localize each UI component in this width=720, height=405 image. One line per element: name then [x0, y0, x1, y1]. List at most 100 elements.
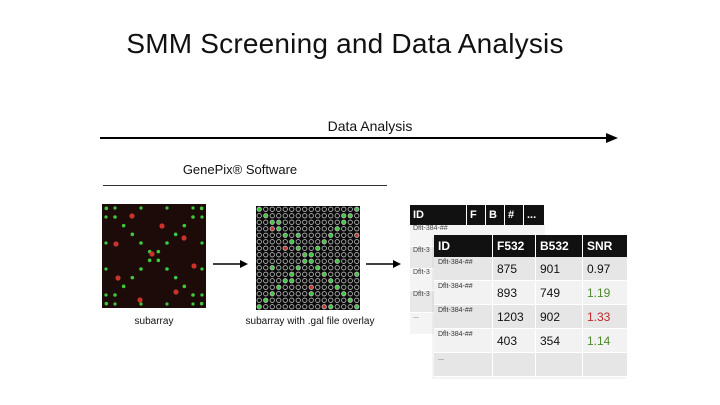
array-spot	[269, 245, 275, 251]
array-spot	[276, 297, 282, 303]
array-spot	[321, 291, 327, 297]
array-spot	[295, 206, 301, 212]
array-spot	[147, 258, 152, 263]
array-spot	[302, 271, 308, 277]
array-spot	[104, 241, 108, 245]
data-analysis-label: Data Analysis	[327, 118, 413, 134]
array-spot	[256, 284, 262, 290]
array-spot	[328, 239, 334, 245]
array-spot	[341, 232, 347, 238]
array-spot	[321, 278, 327, 284]
array-spot	[334, 219, 340, 225]
array-spot	[334, 284, 340, 290]
array-spot	[315, 271, 321, 277]
array-spot	[269, 213, 275, 219]
array-spot	[289, 271, 295, 277]
array-spot	[308, 232, 314, 238]
array-spot	[308, 304, 314, 310]
slide-title: SMM Screening and Data Analysis	[126, 28, 564, 59]
array-spot	[256, 297, 262, 303]
array-spot	[302, 226, 308, 232]
array-spot	[276, 265, 282, 271]
overlay-image	[256, 206, 360, 310]
array-spot	[104, 293, 108, 297]
array-spot	[276, 304, 282, 310]
array-spot	[328, 206, 334, 212]
array-spot	[295, 297, 301, 303]
array-spot	[256, 226, 262, 232]
array-spot	[328, 265, 334, 271]
array-spot	[282, 206, 288, 212]
row-id: Dflt-384-##	[434, 328, 493, 353]
array-spot	[282, 258, 288, 264]
array-spot	[282, 278, 288, 284]
array-spot	[321, 284, 327, 290]
back-header-b: B	[485, 205, 505, 225]
array-spot	[269, 258, 275, 264]
array-spot	[269, 239, 275, 245]
array-spot	[354, 213, 360, 219]
row-id: Dflt-384-##	[434, 280, 493, 305]
array-spot	[321, 232, 327, 238]
table-row: ...	[434, 352, 628, 377]
array-spot	[289, 258, 295, 264]
back-header-id: ID	[410, 205, 467, 225]
array-spot	[200, 293, 204, 297]
array-spot	[263, 258, 269, 264]
array-spot	[341, 213, 347, 219]
array-spot	[181, 235, 187, 241]
array-spot	[295, 219, 301, 225]
array-spot	[263, 291, 269, 297]
array-spot	[308, 265, 314, 271]
array-spot	[113, 293, 117, 297]
array-spot	[182, 284, 187, 289]
table-row: Dflt-384-## 403 354 1.14	[434, 328, 628, 353]
array-spot	[328, 278, 334, 284]
array-spot	[347, 297, 353, 303]
row-f532: 875	[492, 257, 536, 281]
array-spot	[321, 226, 327, 232]
array-spot	[295, 265, 301, 271]
data-analysis-arrow	[100, 133, 618, 143]
array-spot	[328, 219, 334, 225]
array-spot	[354, 278, 360, 284]
array-spot	[256, 271, 262, 277]
array-spot	[347, 284, 353, 290]
array-spot	[347, 258, 353, 264]
array-spot	[276, 213, 282, 219]
array-spot	[341, 291, 347, 297]
array-spot	[354, 297, 360, 303]
array-spot	[191, 293, 195, 297]
array-spot	[156, 249, 161, 254]
row-b532: 749	[535, 280, 583, 305]
array-spot	[341, 226, 347, 232]
array-spot	[334, 297, 340, 303]
array-spot	[199, 206, 204, 211]
array-spot	[328, 213, 334, 219]
array-spot	[276, 278, 282, 284]
array-spot	[302, 304, 308, 310]
array-spot	[334, 304, 340, 310]
array-spot	[328, 226, 334, 232]
array-spot	[321, 265, 327, 271]
array-spot	[256, 245, 262, 251]
array-spot	[315, 265, 321, 271]
array-spot	[354, 271, 360, 277]
array-spot	[315, 291, 321, 297]
array-spot	[256, 213, 262, 219]
array-spot	[308, 239, 314, 245]
row-snr	[582, 352, 628, 377]
array-spot	[354, 252, 360, 258]
array-spot	[289, 284, 295, 290]
array-spot	[354, 284, 360, 290]
array-spot	[173, 275, 178, 280]
array-spot	[263, 245, 269, 251]
array-spot	[276, 239, 282, 245]
array-spot	[315, 284, 321, 290]
array-spot	[347, 232, 353, 238]
array-spot	[269, 252, 275, 258]
array-spot	[113, 215, 117, 219]
array-spot	[263, 252, 269, 258]
array-spot	[341, 265, 347, 271]
row-snr: 1.33	[582, 304, 628, 329]
